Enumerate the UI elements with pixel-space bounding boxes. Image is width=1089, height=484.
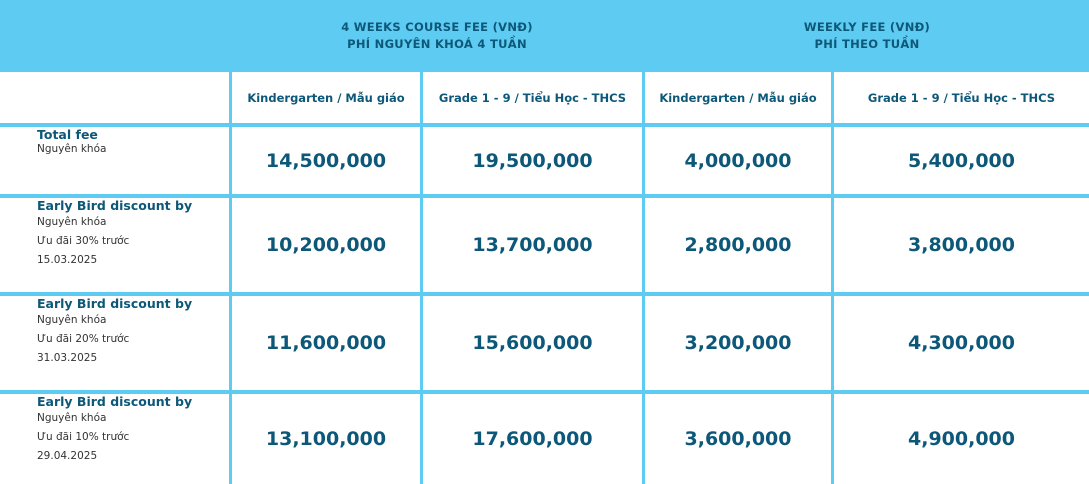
subheader-cell: Grade 1 - 9 / Tiểu Học - THCS	[420, 72, 642, 123]
row-subtitle: Ưu đãi 10% trước	[37, 431, 130, 443]
fee-value: 4,000,000	[642, 123, 831, 194]
subheader-cell: Kindergarten / Mẫu giáo	[642, 72, 831, 123]
row-subtitle: 29.04.2025	[37, 450, 98, 462]
row-label: Total fee Nguyên khóa	[0, 123, 229, 194]
row-subtitle: Nguyên khóa	[37, 314, 107, 326]
row-subtitle: 31.03.2025	[37, 352, 98, 364]
row-title: Early Bird discount by	[37, 394, 193, 409]
fee-value: 13,100,000	[229, 390, 420, 484]
fee-value: 15,600,000	[420, 292, 642, 390]
row-subtitle: Ưu đãi 30% trước	[37, 235, 130, 247]
fee-value: 2,800,000	[642, 194, 831, 292]
fee-value: 11,600,000	[229, 292, 420, 390]
row-title: Total fee	[37, 127, 98, 142]
row-subtitle: 15.03.2025	[37, 254, 98, 266]
fee-value: 10,200,000	[229, 194, 420, 292]
subheader-cell: Grade 1 - 9 / Tiểu Học - THCS	[831, 72, 1089, 123]
row-label: Early Bird discount by Nguyên khóa Ưu đãi …	[0, 194, 229, 292]
header-course-fee: 4 WEEKS COURSE FEE (VNĐ) PHÍ NGUYÊN KHOÁ…	[229, 0, 642, 72]
fee-value: 19,500,000	[420, 123, 642, 194]
row-subtitle: Nguyên khóa	[37, 143, 107, 155]
fee-value: 5,400,000	[831, 123, 1089, 194]
subheader-empty-cell	[0, 72, 229, 123]
row-title: Early Bird discount by	[37, 198, 193, 213]
header-course-fee-en: 4 WEEKS COURSE FEE (VNĐ)	[341, 20, 533, 34]
header-weekly-fee-en: WEEKLY FEE (VNĐ)	[803, 20, 931, 34]
row-label: Early Bird discount by Nguyên khóa Ưu đãi …	[0, 292, 229, 390]
fee-value: 4,300,000	[831, 292, 1089, 390]
row-title: Early Bird discount by	[37, 296, 193, 311]
subheader-cell: Kindergarten / Mẫu giáo	[229, 72, 420, 123]
header-weekly-fee-vi: PHÍ THEO TUẦN	[814, 37, 920, 51]
header-weekly-fee: WEEKLY FEE (VNĐ) PHÍ THEO TUẦN	[642, 0, 1089, 72]
row-subtitle: Nguyên khóa	[37, 216, 107, 228]
header-course-fee-vi: PHÍ NGUYÊN KHOÁ 4 TUẦN	[347, 37, 527, 51]
fee-value: 4,900,000	[831, 390, 1089, 484]
header-empty-cell	[0, 0, 229, 72]
fee-value: 3,200,000	[642, 292, 831, 390]
fee-value: 3,800,000	[831, 194, 1089, 292]
row-subtitle: Nguyên khóa	[37, 412, 107, 424]
fee-value: 17,600,000	[420, 390, 642, 484]
row-subtitle: Ưu đãi 20% trước	[37, 333, 130, 345]
row-label: Early Bird discount by Nguyên khóa Ưu đãi …	[0, 390, 229, 484]
fee-value: 3,600,000	[642, 390, 831, 484]
fee-value: 13,700,000	[420, 194, 642, 292]
fee-value: 14,500,000	[229, 123, 420, 194]
